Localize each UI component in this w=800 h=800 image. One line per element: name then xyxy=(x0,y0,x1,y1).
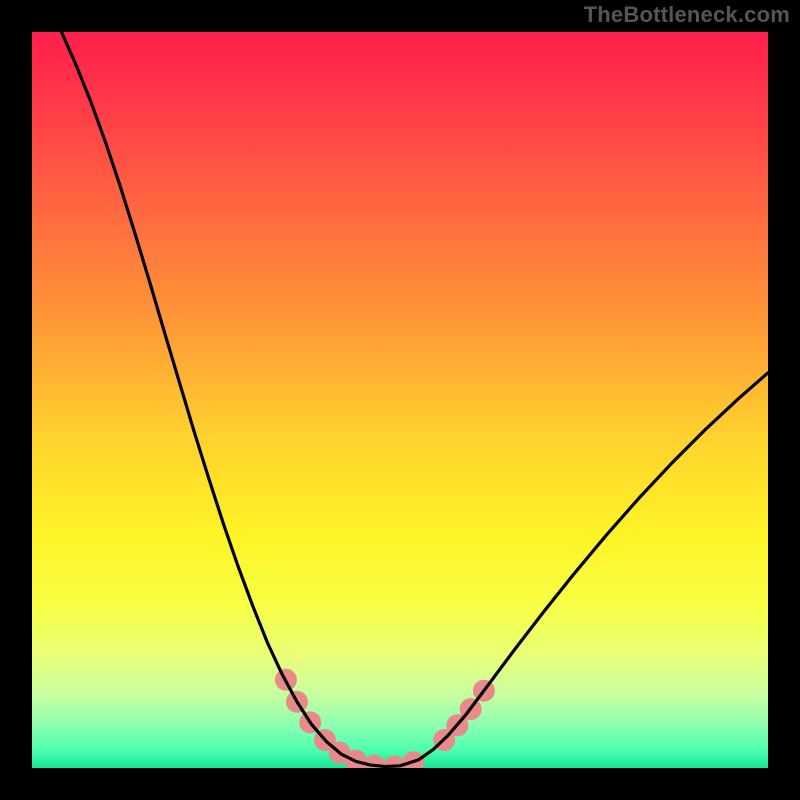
plot-svg xyxy=(32,32,768,768)
gradient-background xyxy=(32,32,768,768)
chart-root: TheBottleneck.com xyxy=(0,0,800,800)
plot-area xyxy=(32,32,768,768)
watermark-text: TheBottleneck.com xyxy=(584,2,790,28)
